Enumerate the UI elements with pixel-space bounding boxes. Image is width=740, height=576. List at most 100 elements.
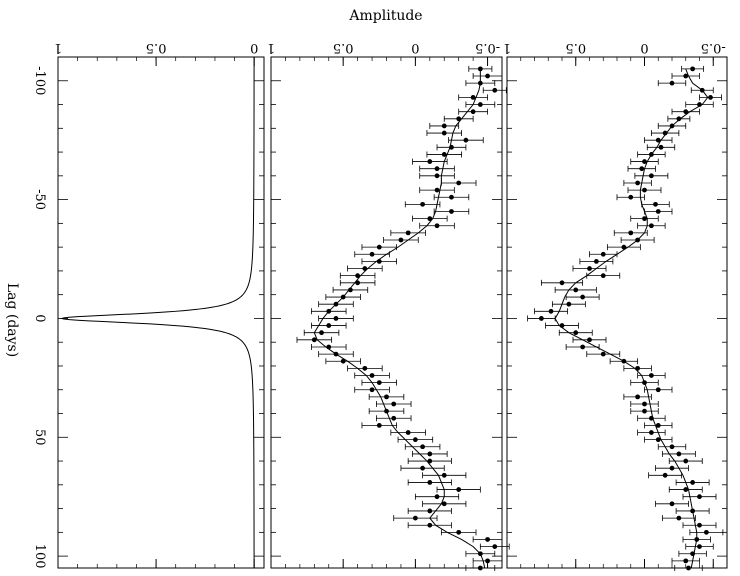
upper-panel-data-point <box>683 73 689 79</box>
middle-panel-data-point <box>470 109 476 115</box>
middle-panel-data-point <box>326 323 332 328</box>
upper-panel-data-point <box>662 472 668 478</box>
middle-panel-data-point <box>405 430 411 435</box>
middle-panel-data-point <box>434 494 440 500</box>
middle-panel-data-point <box>463 137 469 143</box>
upper-panel-data-point <box>635 237 641 243</box>
upper-panel-data-point <box>683 558 689 564</box>
middle-panel-data-point <box>477 551 483 557</box>
middle-panel-data-point <box>362 365 368 371</box>
upper-panel-data-point <box>655 387 661 393</box>
middle-panel-data-point <box>485 73 490 79</box>
middle-panel-data-point <box>470 95 476 100</box>
middle-panel-data-point <box>477 102 483 107</box>
upper-panel-data-point <box>676 515 682 521</box>
upper-panel-data-point <box>548 308 554 314</box>
middle-panel-data-point <box>441 130 447 136</box>
upper-panel-data-point <box>669 501 675 507</box>
upper-panel-data-point <box>697 544 702 550</box>
upper-panel-data-point <box>648 152 654 157</box>
amplitude-axis-label: Amplitude <box>348 8 422 24</box>
middle-panel-data-point <box>456 487 462 492</box>
upper-panel-data-point <box>587 337 592 343</box>
upper-panel-data-point <box>686 565 691 571</box>
upper-panel-data-point <box>635 180 641 186</box>
upper-panel-data-point <box>635 394 641 400</box>
upper-panel-data-point <box>580 294 586 300</box>
middle-panel-data-point <box>398 237 404 243</box>
upper-panel-data-point <box>676 451 682 457</box>
middle-panel-data-point <box>477 565 483 571</box>
middle-panel-data-point <box>362 266 368 271</box>
upper-panel-data-point <box>699 87 705 93</box>
upper-panel-data-point <box>580 344 586 350</box>
middle-panel-data-point <box>391 415 397 421</box>
middle-panel-amp-tick-label: 0.5 <box>333 40 354 55</box>
middle-panel-data-point <box>477 66 483 72</box>
upper-panel-data-point <box>538 316 544 321</box>
middle-panel-data-point <box>449 209 454 214</box>
upper-panel-data-point <box>676 116 682 122</box>
upper-panel-model-line <box>554 68 709 569</box>
upper-panel-data-point <box>690 480 696 485</box>
middle-panel-data-point <box>485 558 490 564</box>
middle-panel-data-point <box>355 273 361 279</box>
upper-panel-data-point <box>653 201 658 207</box>
upper-panel-data-point <box>683 109 689 115</box>
upper-panel-data-point <box>648 415 654 421</box>
upper-panel-data-point <box>559 280 565 286</box>
middle-panel-data-point <box>434 166 440 172</box>
middle-panel-data-point <box>326 344 332 350</box>
middle-panel-data-point <box>376 380 382 386</box>
bottom-panel-peak-line <box>60 56 255 569</box>
middle-panel-data-point <box>412 515 418 521</box>
upper-panel-data-point <box>648 223 654 229</box>
middle-panel-data-point <box>348 287 353 293</box>
upper-panel-data-point <box>655 437 661 443</box>
middle-panel-frame <box>270 56 503 569</box>
middle-panel-data-point <box>441 501 447 507</box>
upper-panel-data-point <box>621 358 627 364</box>
middle-panel-data-point <box>369 387 375 393</box>
upper-panel-amp-tick-label: -0.5 <box>701 40 726 55</box>
bottom-panel-amp-tick-label: 0 <box>250 40 258 55</box>
middle-panel-data-point <box>412 437 418 443</box>
upper-panel-amp-tick-label: 1 <box>503 40 511 55</box>
upper-panel-data-point <box>628 194 634 200</box>
upper-panel-data-point <box>628 230 634 236</box>
upper-panel-amp-tick-label: 0 <box>640 40 648 55</box>
upper-panel-data-point <box>697 494 702 500</box>
upper-panel-data-point <box>642 380 647 386</box>
bottom-panel-amp-tick-label: 0.5 <box>146 40 167 55</box>
middle-panel-data-point <box>456 529 462 535</box>
middle-panel-data-point <box>434 223 440 229</box>
middle-panel-data-point <box>319 330 324 336</box>
upper-panel-data-point <box>669 123 675 129</box>
middle-panel-data-point <box>340 358 346 364</box>
upper-panel-data-point <box>669 465 675 471</box>
middle-panel-data-point <box>427 159 433 164</box>
middle-panel-data-point <box>333 351 339 357</box>
bottom-panel-amp-tick-label: 1 <box>54 40 62 55</box>
upper-panel-data-point <box>683 458 689 464</box>
upper-panel-data-point <box>655 209 661 214</box>
lag-tick-label: 0 <box>32 314 47 322</box>
bottom-panel-frame <box>57 56 265 569</box>
upper-panel-data-point <box>593 259 599 264</box>
middle-panel-data-point <box>333 316 339 321</box>
upper-panel-data-point <box>642 401 647 407</box>
middle-panel-data-point <box>427 458 433 464</box>
middle-panel-amp-tick-label: -0.5 <box>475 40 500 55</box>
upper-panel-data-point <box>683 487 689 492</box>
upper-panel-data-point <box>559 323 565 328</box>
upper-panel-data-point <box>600 351 606 357</box>
middle-panel-data-point <box>311 337 317 343</box>
upper-panel-data-point <box>642 408 647 414</box>
middle-panel-data-point <box>456 116 462 122</box>
upper-panel-data-point <box>642 159 647 164</box>
upper-panel-data-point <box>697 102 702 107</box>
middle-panel-data-point <box>391 401 397 407</box>
upper-panel-data-point <box>587 266 592 271</box>
upper-panel-data-point <box>669 444 675 450</box>
